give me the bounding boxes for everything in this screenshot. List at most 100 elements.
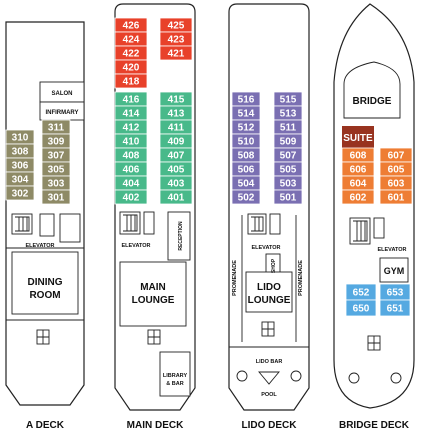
bridge-right-cabin-number: 607 <box>388 151 405 162</box>
main-library-room <box>159 351 191 397</box>
a-salon-label: SALON <box>52 91 73 97</box>
bridge-bridge-label: BRIDGE <box>353 96 392 107</box>
main-red-left-cabin-number: 426 <box>123 21 140 32</box>
lido-right-cabin-number: 501 <box>280 193 297 204</box>
lido-right-cabin-box <box>273 189 303 205</box>
bridge-deck-cabins-right: 607 605 603 601 <box>379 147 413 205</box>
bridge-suite-room <box>342 126 374 148</box>
lido-deck-cabins-right: 515 513 511 509 507 505 503 501 <box>273 91 303 205</box>
main-elevator-shaft <box>143 211 155 235</box>
bridge-blue-right-cabin-box <box>379 299 411 317</box>
main-deck-cabins-red-left: 426 424 422 420 418 <box>114 17 148 89</box>
a-right-cabin-number: 311 <box>48 123 65 134</box>
a-elevator-shaft <box>39 213 55 237</box>
lido-left-cabin-number: 510 <box>238 137 255 148</box>
bridge-suite-label: SUITE <box>343 133 373 144</box>
main-red-left-cabin-number: 424 <box>123 35 140 46</box>
lido-promenade-right-label: PROMENADE <box>298 260 304 296</box>
lido-right-cabin-number: 509 <box>280 137 297 148</box>
main-green-right-cabin-number: 409 <box>168 137 185 148</box>
deck-title-a: A DECK <box>26 420 65 431</box>
lido-right-cabin-number: 505 <box>280 165 297 176</box>
lido-lounge-room <box>245 271 293 313</box>
main-red-left-cabin-box <box>114 73 148 89</box>
a-left-cabin-number: 304 <box>12 175 29 186</box>
main-green-left-cabin-number: 402 <box>123 193 140 204</box>
deck-title-bridge: BRIDGE DECK <box>339 420 410 431</box>
bridge-right-cabin-number: 603 <box>388 179 405 190</box>
lido-deck-hull <box>228 3 310 411</box>
lido-left-cabin-number: 516 <box>238 95 255 106</box>
main-green-left-cabin-number: 416 <box>123 95 140 106</box>
main-green-right-cabin-number: 413 <box>168 109 185 120</box>
main-elevator-label: ELEVATOR <box>121 243 150 249</box>
a-right-cabin-box <box>41 189 71 205</box>
a-right-cabin-number: 301 <box>48 193 65 204</box>
a-dining-room <box>11 251 79 315</box>
lido-bar-label: LIDO BAR <box>256 359 283 365</box>
lido-deck-light-left <box>236 370 248 382</box>
lido-left-cabin-number: 508 <box>238 151 255 162</box>
lido-right-cabin-number: 513 <box>280 109 297 120</box>
main-red-left-cabin-number: 420 <box>123 63 140 74</box>
a-left-cabin-number: 302 <box>12 189 29 200</box>
bridge-gym-label: GYM <box>384 266 405 276</box>
main-library-label-1: LIBRARY <box>163 373 188 379</box>
bridge-room <box>343 61 401 119</box>
main-red-right-cabin-number: 423 <box>168 35 185 46</box>
lido-promenade-left-label: PROMENADE <box>232 260 238 296</box>
deck-title-lido: LIDO DECK <box>242 420 298 431</box>
main-red-left-cabin-number: 422 <box>123 49 140 60</box>
bridge-left-cabin-number: 608 <box>350 151 367 162</box>
lido-right-cabin-number: 503 <box>280 179 297 190</box>
bridge-elevator-label: ELEVATOR <box>377 247 406 253</box>
main-green-left-cabin-number: 406 <box>123 165 140 176</box>
a-deck-hull <box>5 21 85 406</box>
lido-right-cabin-number: 515 <box>280 95 297 106</box>
a-deck-cabins-left: 310 308 306 304 302 <box>5 129 35 201</box>
lido-elevator-label: ELEVATOR <box>251 245 280 251</box>
a-right-cabin-number: 303 <box>48 179 65 190</box>
lido-left-cabin-number: 502 <box>238 193 255 204</box>
lido-lounge-label-1: LIDO <box>257 282 281 293</box>
main-reception-desk <box>167 211 191 261</box>
main-green-right-cabin-box <box>159 189 193 205</box>
main-green-right-cabin-number: 401 <box>168 193 185 204</box>
bridge-right-cabin-number: 605 <box>388 165 405 176</box>
lido-left-cabin-number: 514 <box>238 109 255 120</box>
main-red-right-cabin-number: 421 <box>168 49 185 60</box>
bridge-left-cabin-box <box>341 189 375 205</box>
bridge-blue-left-cabin-number: 652 <box>353 288 370 299</box>
bridge-deck-light-left <box>348 372 360 384</box>
lido-stairs <box>247 213 267 235</box>
lido-left-cabin-number: 512 <box>238 123 255 134</box>
a-dining-label-2: ROOM <box>29 290 60 301</box>
a-left-cabin-number: 306 <box>12 161 29 172</box>
a-elevator-label: ELEVATOR <box>25 243 54 249</box>
a-right-cabin-number: 309 <box>48 137 65 148</box>
bridge-blue-right-cabin-number: 653 <box>387 288 404 299</box>
main-green-right-cabin-number: 415 <box>168 95 185 106</box>
bridge-blue-left-cabin-number: 650 <box>353 304 370 315</box>
lido-deck-cabins-left: 516 514 512 510 508 506 504 502 <box>231 91 261 205</box>
lido-right-cabin-number: 511 <box>280 123 297 134</box>
lido-pool-label: POOL <box>261 392 277 398</box>
lido-left-cabin-number: 506 <box>238 165 255 176</box>
lido-shop-label: SHOP <box>271 258 277 273</box>
main-reception-label: RECEPTION <box>178 221 184 251</box>
a-left-cabin-box <box>5 185 35 201</box>
bridge-right-cabin-box <box>379 189 413 205</box>
lido-deck-light-right <box>290 370 302 382</box>
main-deck-cabins-red-right: 425 423 421 <box>159 17 193 61</box>
main-green-left-cabin-number: 414 <box>123 109 140 120</box>
bridge-right-cabin-number: 601 <box>388 193 405 204</box>
a-deck-cabins-right: 311 309 307 305 303 301 <box>41 119 71 205</box>
main-green-right-cabin-number: 407 <box>168 151 185 162</box>
bridge-left-cabin-number: 606 <box>350 165 367 176</box>
main-deck-cabins-green-left: 416 414 412 410 408 406 404 402 <box>114 91 148 205</box>
lido-right-cabin-number: 507 <box>280 151 297 162</box>
main-green-left-cabin-number: 410 <box>123 137 140 148</box>
a-right-cabin-number: 307 <box>48 151 65 162</box>
